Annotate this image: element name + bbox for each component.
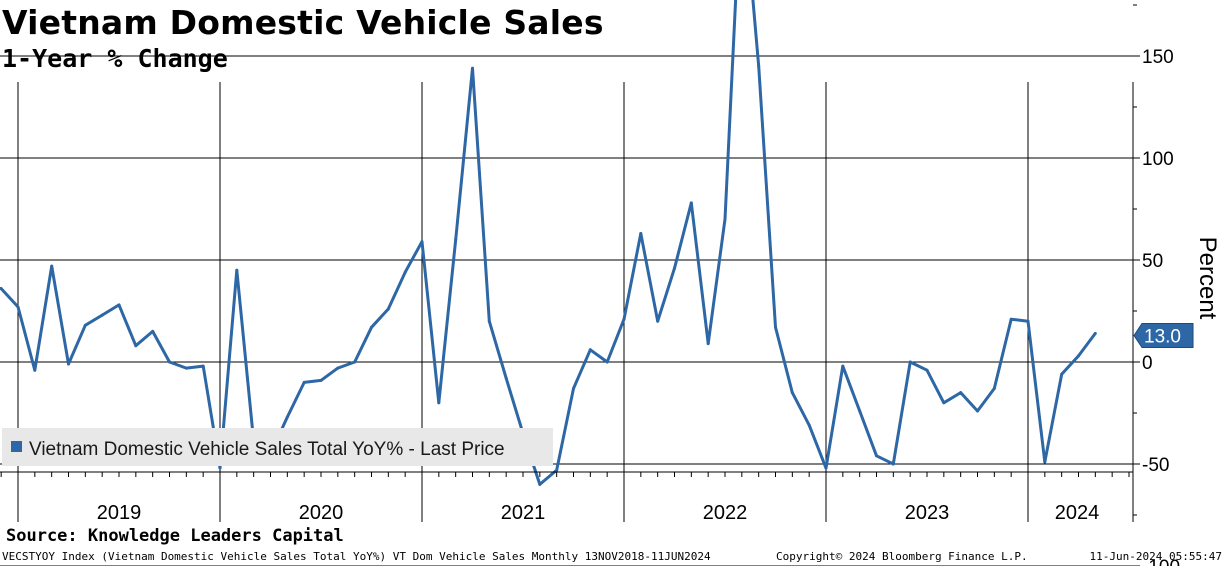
x-year-label: 2022 [703, 502, 748, 524]
y-axis: 250200150100500-50-100 [1132, 4, 1180, 566]
data-point [858, 409, 862, 413]
data-point [1093, 331, 1097, 335]
data-point [218, 466, 222, 470]
data-point [689, 201, 693, 205]
data-point [908, 360, 912, 364]
data-point [83, 323, 87, 327]
data-point [875, 454, 878, 458]
data-point [774, 325, 777, 329]
data-point [16, 305, 20, 309]
grid-layer [0, 55, 1133, 566]
data-point [370, 325, 373, 329]
series-line [0, 0, 1097, 486]
legend-box [2, 428, 553, 466]
data-point [1009, 317, 1013, 321]
data-point [572, 387, 575, 390]
x-year-label: 2021 [501, 502, 546, 524]
data-point [151, 329, 155, 333]
data-point [1077, 354, 1080, 358]
data-point [134, 344, 138, 348]
data-point [790, 391, 794, 395]
data-point [942, 401, 946, 405]
data-point [353, 360, 357, 364]
data-point [824, 466, 828, 470]
data-point [201, 364, 205, 368]
data-point [117, 303, 121, 307]
data-point [184, 366, 188, 370]
data-point [622, 317, 626, 321]
data-point [757, 64, 761, 68]
data-point [588, 348, 592, 352]
data-point [1043, 460, 1047, 464]
data-point [723, 217, 727, 221]
y-tick-label: 100 [1142, 149, 1174, 170]
data-point [454, 238, 458, 242]
data-point [891, 462, 895, 466]
y-axis-label: Percent [1194, 237, 1221, 320]
data-point [386, 307, 390, 311]
data-point [471, 66, 474, 70]
data-point [100, 313, 104, 317]
data-point [67, 362, 70, 366]
y-tick-label: -100 [1142, 557, 1180, 566]
series-layer [0, 0, 1097, 486]
data-point [504, 376, 508, 380]
data-point [0, 287, 3, 291]
data-point [336, 366, 340, 370]
data-point [959, 391, 963, 395]
data-point [50, 264, 54, 268]
legend: Vietnam Domestic Vehicle Sales Total YoY… [2, 428, 553, 466]
data-point [1060, 372, 1064, 376]
footer-date: 11-Jun-2024 05:55:47 [1089, 550, 1222, 563]
data-point [168, 360, 171, 364]
chart-title: Vietnam Domestic Vehicle Sales [2, 3, 604, 42]
data-point [487, 319, 491, 323]
legend-label: Vietnam Domestic Vehicle Sales Total YoY… [29, 439, 505, 460]
data-point [33, 368, 37, 372]
last-value-tag [1133, 322, 1194, 348]
data-point [302, 380, 306, 384]
data-point [437, 401, 441, 405]
data-point [235, 268, 239, 272]
y-tick-label: -50 [1142, 455, 1169, 476]
x-year-label: 2023 [905, 502, 950, 524]
data-point [319, 378, 323, 382]
footer-description: VECSTYOY Index (Vietnam Domestic Vehicle… [2, 550, 711, 563]
y-tick-label: 50 [1142, 251, 1163, 272]
data-point [285, 415, 289, 419]
last-value-marker: 13.0 [1133, 322, 1194, 348]
data-point [706, 342, 710, 346]
data-point [420, 240, 424, 244]
y-tick-label: 0 [1142, 353, 1153, 374]
footer-copyright: Copyright© 2024 Bloomberg Finance L.P. [776, 550, 1028, 563]
x-axis: 2019 2020 2021 2022 2023 2024 [0, 471, 1133, 524]
data-point [656, 319, 660, 323]
data-point [639, 232, 643, 235]
data-point [555, 468, 559, 472]
data-point [673, 266, 676, 270]
data-point [807, 423, 811, 427]
x-year-label: 2019 [97, 502, 142, 524]
data-point [992, 387, 996, 390]
source-note: Source: Knowledge Leaders Capital [6, 526, 344, 546]
data-point [841, 364, 845, 368]
last-value-label: 13.0 [1144, 326, 1181, 347]
data-point [605, 360, 609, 364]
data-point [403, 270, 407, 274]
legend-swatch [11, 441, 22, 452]
chart-subtitle: 1-Year % Change [2, 44, 228, 73]
x-year-label: 2020 [299, 502, 344, 524]
data-point [925, 368, 929, 372]
data-point [538, 482, 542, 486]
data-point [1026, 319, 1030, 323]
data-point [976, 409, 979, 413]
x-year-label: 2024 [1055, 502, 1100, 524]
y-tick-label: 150 [1142, 47, 1174, 68]
